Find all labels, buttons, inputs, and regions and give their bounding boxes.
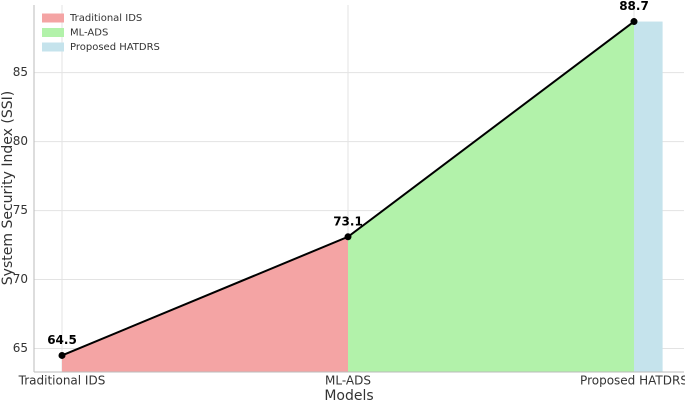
y-tick-label: 65 [13,341,28,355]
y-tick-label: 75 [13,203,28,217]
x-tick-label: Proposed HATDRS [580,374,685,388]
data-label: 64.5 [47,333,77,347]
area-segment [634,21,663,372]
x-tick-label: ML-ADS [325,374,371,388]
legend-swatch [42,28,64,37]
data-label: 73.1 [333,214,363,228]
x-axis-label: Models [324,388,373,401]
legend-label: Proposed HATDRS [70,42,160,53]
y-axis-label: System Security Index (SSI) [0,91,16,285]
y-tick-label: 85 [13,65,28,79]
legend-swatch [42,13,64,23]
data-label: 88.7 [619,0,649,13]
point [58,351,66,359]
area-segment [348,21,634,372]
legend-swatch [42,42,64,52]
grid [34,5,684,372]
x-tick-label: Traditional IDS [18,374,106,388]
legend-label: Traditional IDS [69,13,142,24]
point [344,233,352,241]
y-tick-label: 70 [13,272,28,286]
area-segment [62,236,348,372]
y-tick-label: 80 [13,134,28,148]
legend-label: ML-ADS [70,28,108,39]
point [630,18,638,26]
